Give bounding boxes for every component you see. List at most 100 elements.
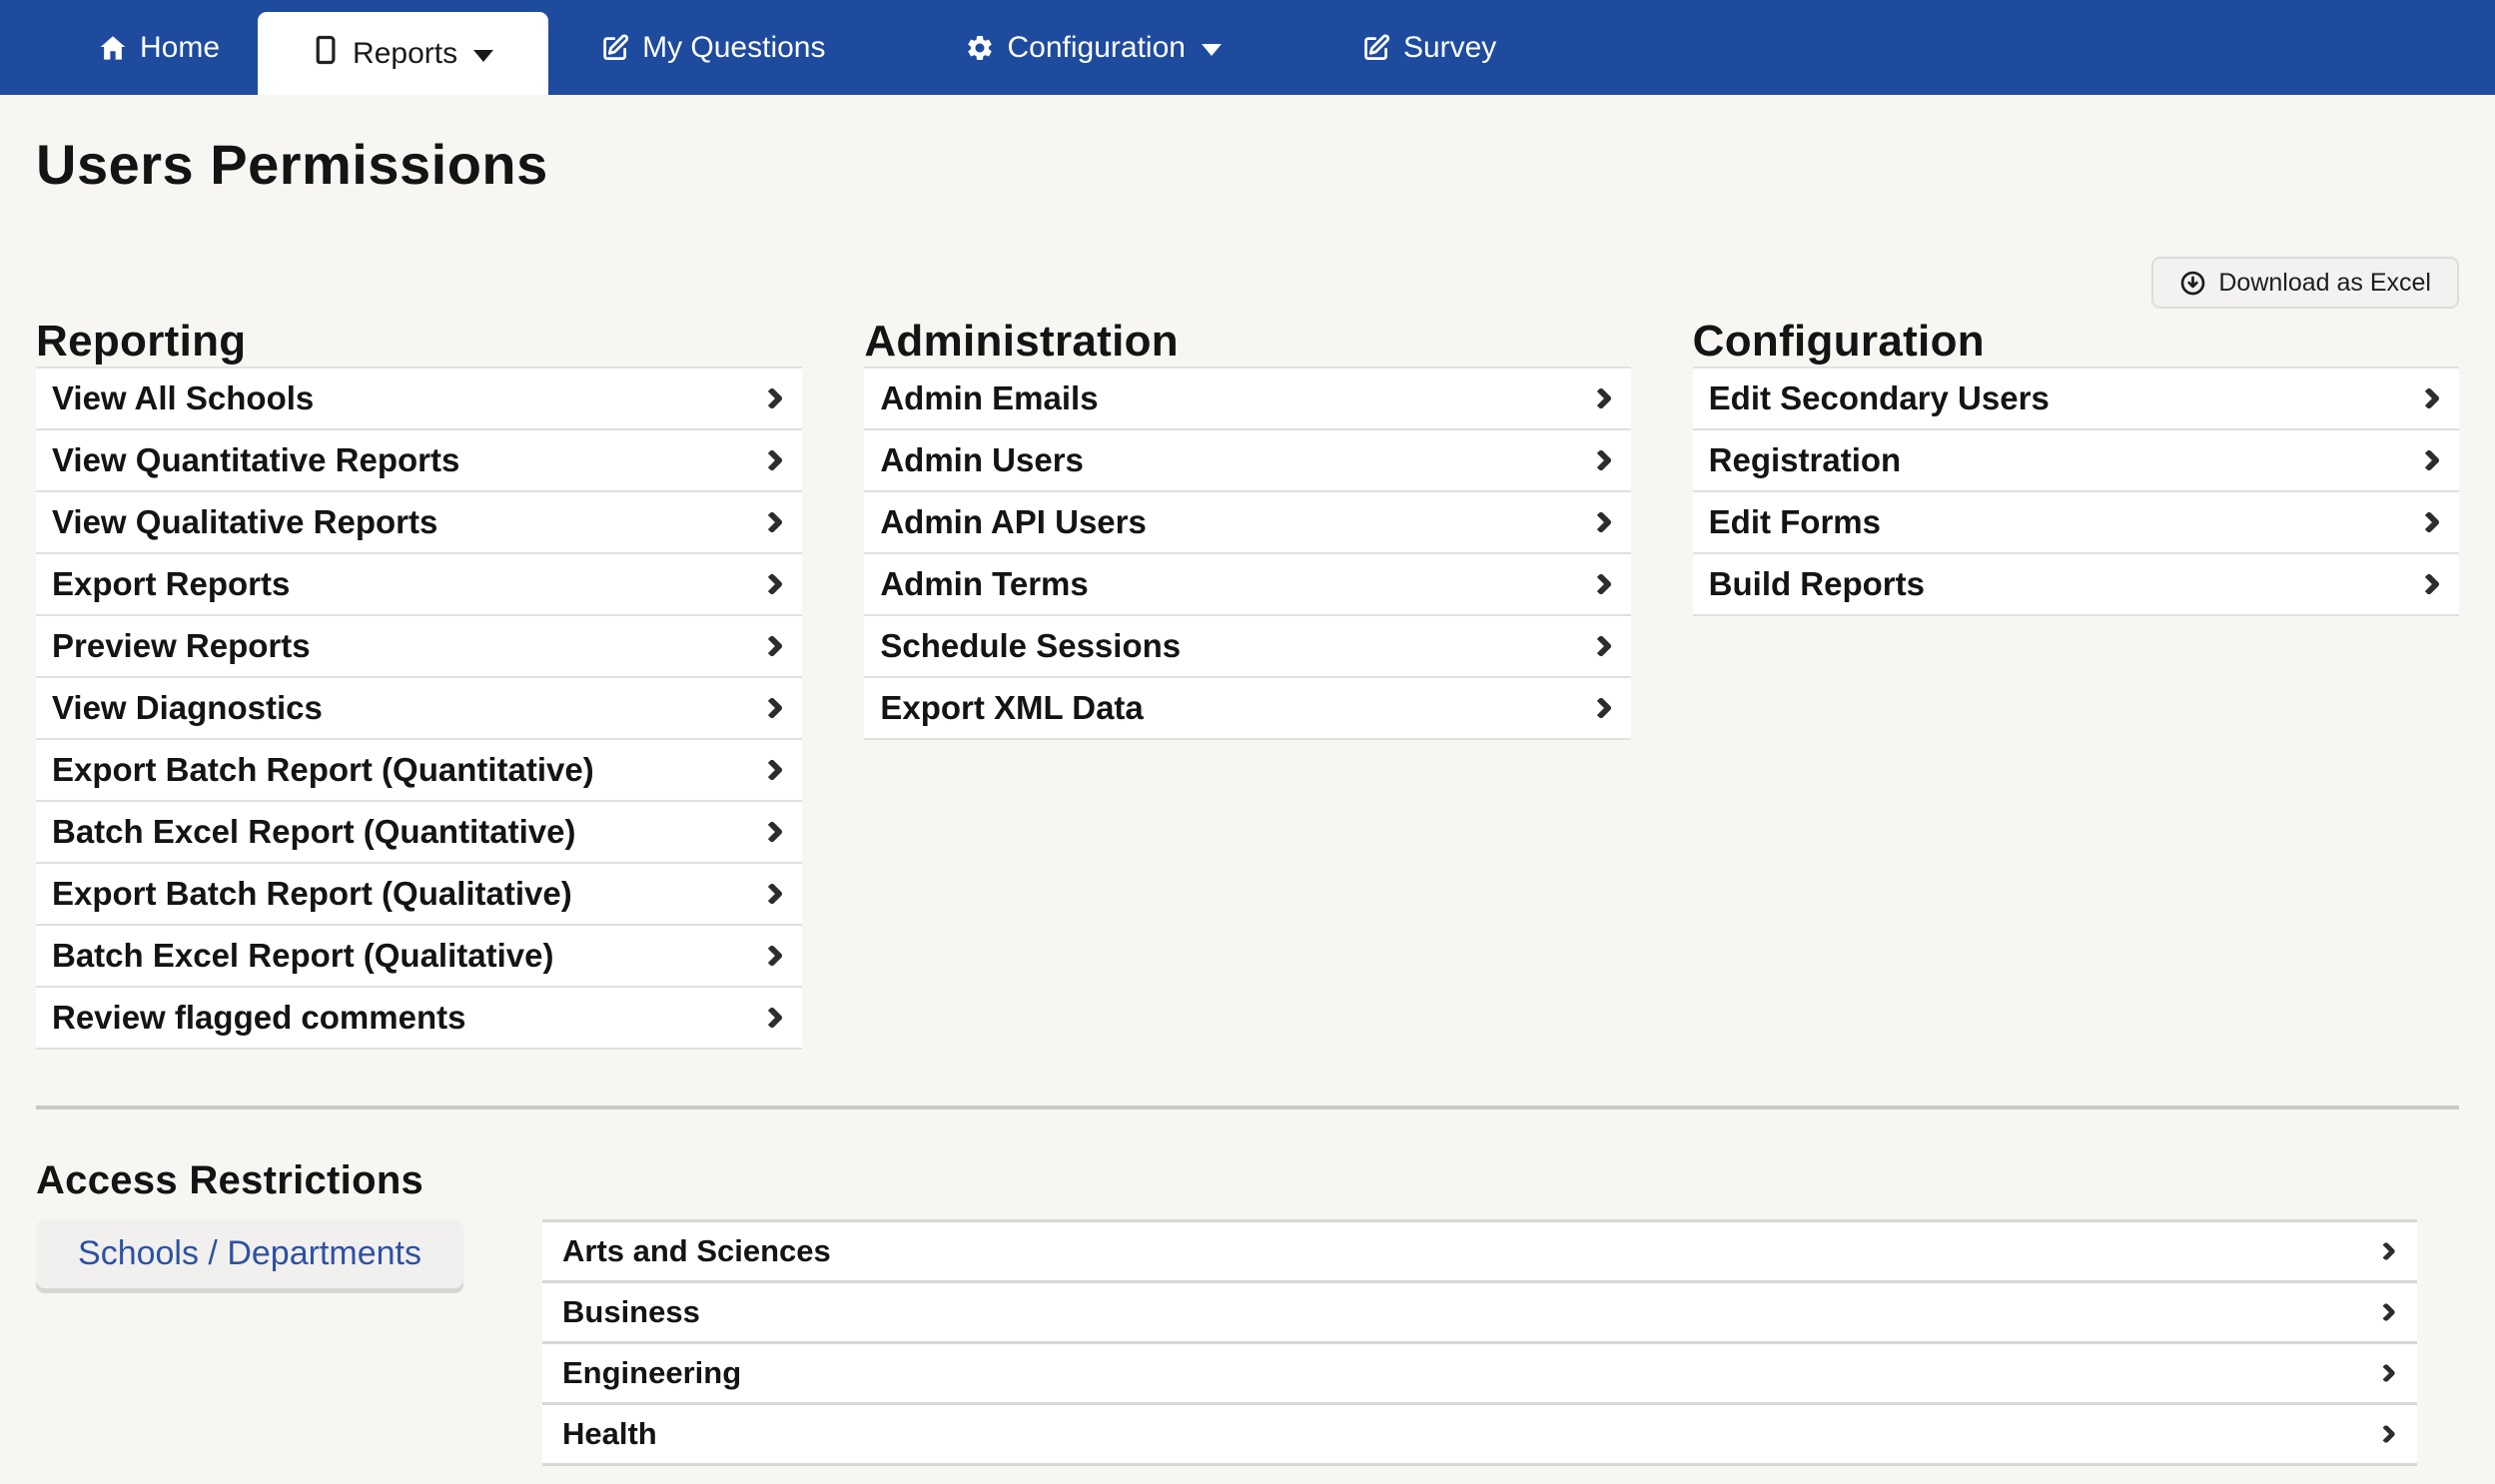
access-restrictions-section: Access Restrictions Schools / Department… [36, 1157, 2459, 1467]
download-icon [2179, 270, 2206, 297]
chevron-right-icon [761, 1007, 784, 1030]
permission-item-label: Preview Reports [52, 627, 311, 665]
download-excel-button[interactable]: Download as Excel [2151, 257, 2459, 310]
school-item-label: Health [562, 1416, 657, 1452]
permission-item-label: Admin Terms [880, 565, 1089, 603]
permission-item[interactable]: Export Batch Report (Qualitative) [36, 864, 803, 927]
permission-item[interactable]: Schedule Sessions [864, 616, 1631, 679]
chevron-right-icon [2376, 1363, 2396, 1384]
permission-item[interactable]: Build Reports [1692, 554, 2459, 617]
permission-item-label: Batch Excel Report (Qualitative) [52, 937, 554, 975]
permission-item-label: Export Batch Report (Quantitative) [52, 751, 594, 789]
permission-item-label: Build Reports [1708, 565, 1925, 603]
edit-icon [1361, 33, 1391, 63]
permission-item[interactable]: View Diagnostics [36, 678, 803, 741]
section-reporting: Reporting View All Schools View Quantita… [36, 317, 803, 1051]
permission-item[interactable]: View All Schools [36, 369, 803, 431]
edit-icon [600, 33, 630, 63]
home-icon [98, 33, 128, 63]
chevron-right-icon [2376, 1424, 2396, 1445]
chevron-right-icon [761, 635, 784, 658]
chevron-right-icon [761, 945, 784, 968]
permission-item[interactable]: View Quantitative Reports [36, 430, 803, 493]
permission-item-label: Edit Forms [1708, 503, 1882, 541]
chevron-right-icon [2376, 1302, 2396, 1323]
section-title: Configuration [1692, 317, 1985, 367]
schools-departments-tab[interactable]: Schools / Departments [36, 1219, 463, 1289]
permission-item[interactable]: Admin Emails [864, 369, 1631, 431]
nav-item-label: Home [140, 30, 221, 64]
permission-item-label: Admin API Users [880, 503, 1147, 541]
chevron-right-icon [2417, 387, 2441, 410]
nav-item-configuration[interactable]: Configuration [927, 0, 1258, 95]
chevron-right-icon [1589, 573, 1612, 596]
school-item[interactable]: Health [542, 1405, 2417, 1467]
chevron-right-icon [2417, 511, 2441, 534]
school-item[interactable]: Engineering [542, 1344, 2417, 1406]
chevron-right-icon [761, 759, 784, 782]
section-administration: Administration Admin Emails Admin Users … [864, 317, 1631, 741]
page-title: Users Permissions [36, 133, 548, 196]
nav-item-label: My Questions [642, 30, 826, 64]
permission-item[interactable]: Review flagged comments [36, 988, 803, 1051]
school-item-label: Engineering [562, 1355, 742, 1391]
permission-item[interactable]: Admin Users [864, 430, 1631, 493]
permission-item[interactable]: Batch Excel Report (Quantitative) [36, 802, 803, 865]
permission-item-label: View Quantitative Reports [52, 441, 460, 479]
gear-icon [965, 33, 995, 63]
nav-item-label: Configuration [1007, 30, 1186, 64]
nav-item-label: Reports [353, 36, 458, 70]
nav-item-my-questions[interactable]: My Questions [562, 0, 863, 95]
main-content: Users Permissions Download as Excel Repo… [0, 133, 2495, 1467]
nav-item-home[interactable]: Home [60, 0, 258, 95]
permission-item[interactable]: Registration [1692, 430, 2459, 493]
school-item[interactable]: Business [542, 1283, 2417, 1345]
permission-item-label: Batch Excel Report (Quantitative) [52, 813, 576, 851]
permission-item-label: View Qualitative Reports [52, 503, 438, 541]
chevron-right-icon [761, 697, 784, 720]
schools-list: Arts and Sciences Business Engineering H… [542, 1219, 2417, 1467]
chevron-right-icon [761, 821, 784, 844]
access-restrictions-title: Access Restrictions [36, 1158, 424, 1203]
permission-item[interactable]: Batch Excel Report (Qualitative) [36, 926, 803, 989]
permission-item-label: Export Reports [52, 565, 291, 603]
chevron-right-icon [2417, 449, 2441, 472]
chevron-right-icon [1589, 449, 1612, 472]
permission-item[interactable]: Export Batch Report (Quantitative) [36, 740, 803, 803]
caret-down-icon [473, 49, 494, 62]
section-title: Reporting [36, 317, 247, 367]
permission-item[interactable]: Edit Secondary Users [1692, 369, 2459, 431]
chevron-right-icon [1589, 511, 1612, 534]
permission-item[interactable]: Export Reports [36, 554, 803, 617]
chevron-right-icon [761, 387, 784, 410]
chevron-right-icon [761, 511, 784, 534]
school-item[interactable]: Arts and Sciences [542, 1222, 2417, 1284]
download-button-label: Download as Excel [2218, 268, 2431, 297]
chevron-right-icon [2376, 1241, 2396, 1262]
reporting-list: View All Schools View Quantitative Repor… [36, 367, 803, 1051]
permission-item[interactable]: Preview Reports [36, 616, 803, 679]
section-configuration: Configuration Edit Secondary Users Regis… [1692, 317, 2459, 617]
permissions-grid: Reporting View All Schools View Quantita… [36, 317, 2459, 1051]
chevron-right-icon [761, 573, 784, 596]
permission-item[interactable]: Export XML Data [864, 678, 1631, 741]
school-item-label: Arts and Sciences [562, 1233, 831, 1269]
permission-item-label: Export XML Data [880, 689, 1144, 727]
section-title: Administration [864, 317, 1179, 367]
chevron-right-icon [1589, 697, 1612, 720]
nav-item-reports[interactable]: Reports [258, 12, 549, 95]
chevron-right-icon [761, 883, 784, 906]
school-item-label: Business [562, 1294, 700, 1330]
top-nav: Home Reports My Questions Configuration [0, 0, 2495, 95]
permission-item-label: View Diagnostics [52, 689, 323, 727]
permission-item[interactable]: Edit Forms [1692, 492, 2459, 555]
permission-item-label: Edit Secondary Users [1708, 379, 2050, 417]
permission-item[interactable]: Admin API Users [864, 492, 1631, 555]
nav-item-survey[interactable]: Survey [1323, 0, 1534, 95]
toolbar: Download as Excel [36, 257, 2459, 310]
permission-item[interactable]: View Qualitative Reports [36, 492, 803, 555]
permission-item[interactable]: Admin Terms [864, 554, 1631, 617]
section-divider [36, 1106, 2459, 1111]
permission-item-label: Admin Users [880, 441, 1084, 479]
access-restrictions-left: Access Restrictions Schools / Department… [36, 1157, 505, 1289]
